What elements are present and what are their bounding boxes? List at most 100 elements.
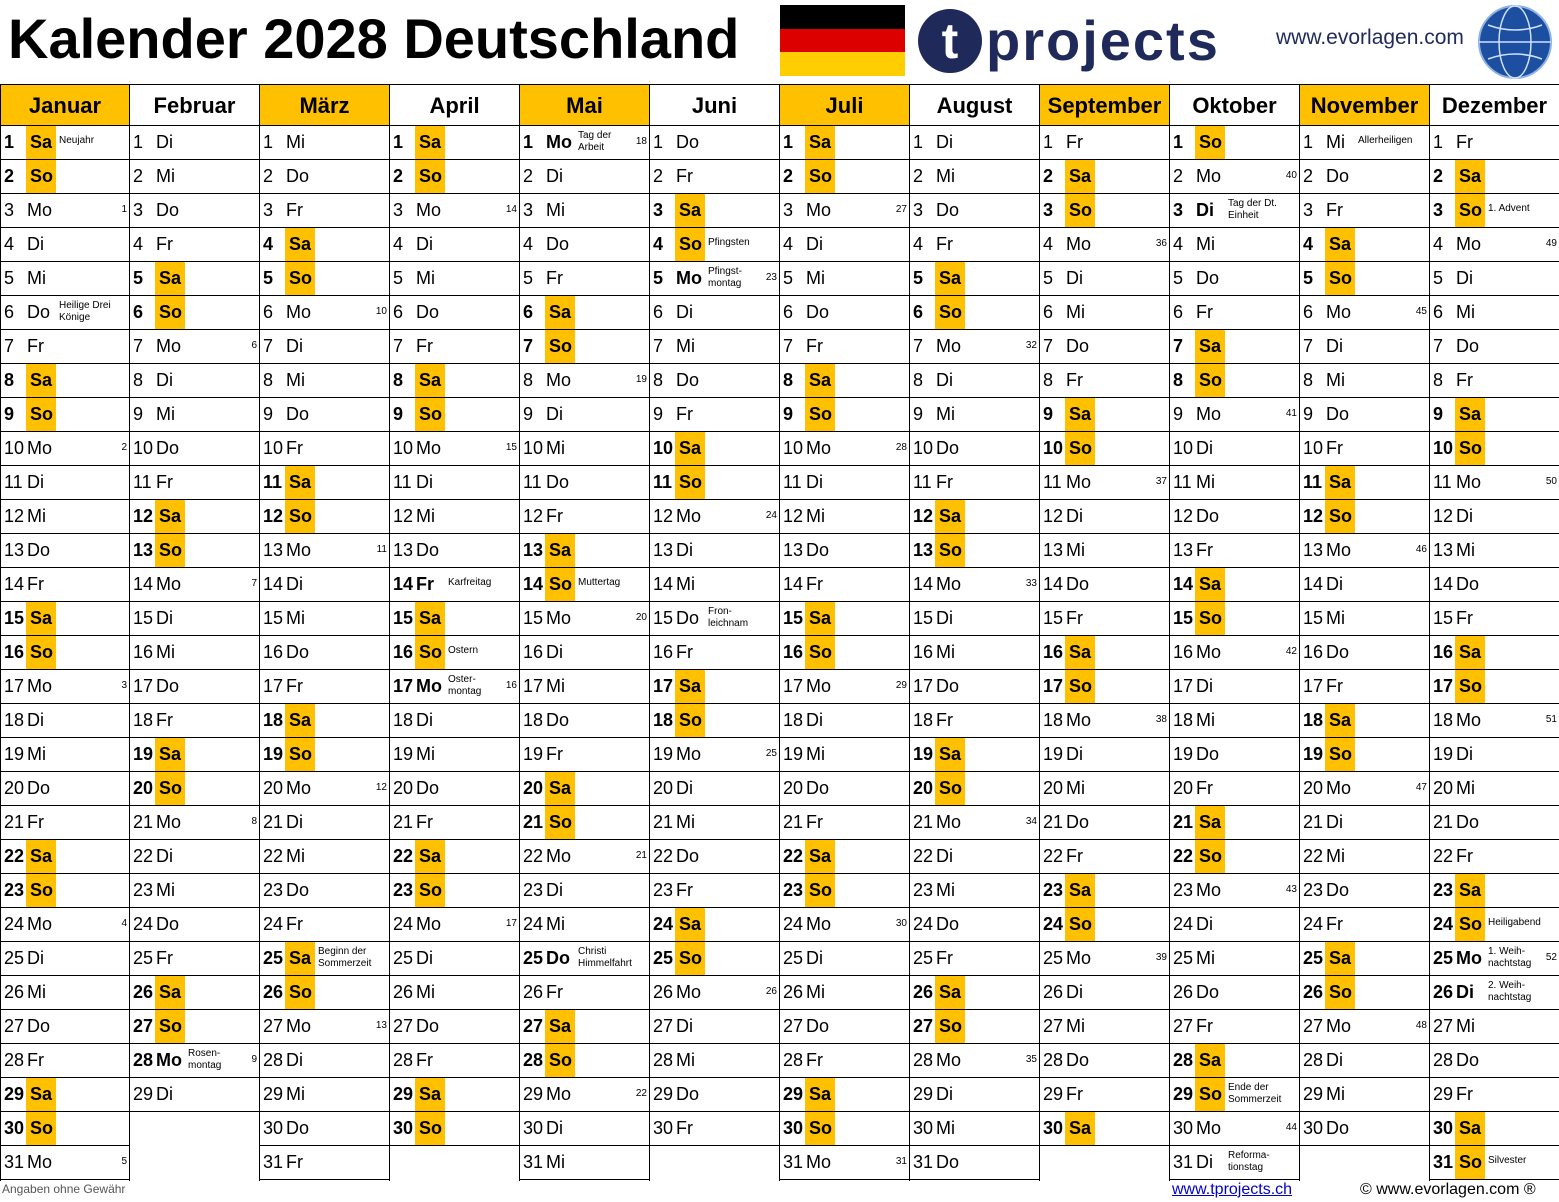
day-cell: 22 So <box>1170 840 1299 874</box>
weekday: Fr <box>416 574 434 594</box>
day-number: 27 <box>653 1016 674 1036</box>
day-number: 4 <box>913 234 924 254</box>
day-number: 2 <box>1043 166 1054 186</box>
day-number: 24 <box>4 914 25 934</box>
weekday: Sa <box>1455 1112 1485 1145</box>
day-number: 15 <box>263 608 284 628</box>
day-cell: 18 Sa <box>260 704 389 738</box>
day-cell: 8 Fr <box>1040 364 1169 398</box>
day-cell: 13 Do <box>390 534 519 568</box>
day-cell: 11 Fr <box>130 466 259 500</box>
site-url[interactable]: www.evorlagen.com <box>1276 26 1464 49</box>
day-number: 6 <box>1303 302 1314 322</box>
month-header: Januar <box>1 84 129 126</box>
day-cell: 26 So <box>1300 976 1429 1010</box>
day-number: 3 <box>393 200 404 220</box>
day-cell: 15 Fr <box>1430 602 1559 636</box>
day-cell: 19 Mi <box>1 738 129 772</box>
day-cell: 7 Do <box>1040 330 1169 364</box>
weekday: Mi <box>936 404 955 424</box>
day-cell: 21 Mo 34 <box>910 806 1039 840</box>
week-number: 4 <box>121 918 127 929</box>
weekday: Mo <box>286 302 312 322</box>
day-number: 1 <box>1173 132 1184 152</box>
weekday: Fr <box>27 1050 44 1070</box>
day-cell: 30 Do <box>260 1112 389 1146</box>
day-cell: 12 Sa <box>910 500 1039 534</box>
day-cell: 1 Mi <box>260 126 389 160</box>
day-number: 25 <box>133 948 154 968</box>
weekday: Do <box>936 914 960 934</box>
day-number: 6 <box>913 302 924 322</box>
day-cell: 15 Mo 20 <box>520 602 649 636</box>
day-number: 13 <box>1043 540 1064 560</box>
weekday: Di <box>156 370 173 390</box>
day-number: 13 <box>133 540 154 560</box>
day-cell: 12 Di <box>1430 500 1559 534</box>
week-number: 35 <box>1025 1054 1037 1065</box>
week-number: 38 <box>1155 714 1167 725</box>
day-cell: 17 Mo Oster- montag 16 <box>390 670 519 704</box>
day-number: 22 <box>1173 846 1194 866</box>
day-cell: 21 Do <box>1040 806 1169 840</box>
day-number: 15 <box>133 608 154 628</box>
day-number: 8 <box>263 370 274 390</box>
weekday: So <box>155 1010 185 1043</box>
day-cell: 15 Fr <box>1040 602 1169 636</box>
day-cell: 17 Fr <box>1300 670 1429 704</box>
week-number: 28 <box>895 442 907 453</box>
weekday: Mo <box>156 336 182 356</box>
weekday: Mo <box>286 778 312 798</box>
day-cell: 8 Di <box>130 364 259 398</box>
day-cell: 11 Di <box>780 466 909 500</box>
day-cell: 24 Fr <box>1300 908 1429 942</box>
day-number: 6 <box>1043 302 1054 322</box>
weekday: Mi <box>1196 234 1215 254</box>
day-cell: 1 Do <box>650 126 779 160</box>
day-number: 3 <box>1173 200 1184 220</box>
day-number: 24 <box>1303 914 1324 934</box>
weekday: Sa <box>935 262 965 295</box>
weekday: Sa <box>1195 568 1225 601</box>
day-number: 10 <box>523 438 544 458</box>
week-number: 19 <box>635 374 647 385</box>
weekday: So <box>1325 262 1355 295</box>
weekday: Mi <box>1326 1084 1345 1104</box>
day-cell: 21 Mi <box>650 806 779 840</box>
day-cell: 2 Sa <box>1040 160 1169 194</box>
weekday: Sa <box>26 364 56 397</box>
weekday: So <box>155 772 185 805</box>
day-cell: 29 Sa <box>390 1078 519 1112</box>
weekday: Mo <box>1066 472 1092 492</box>
week-number: 25 <box>765 748 777 759</box>
day-number: 14 <box>783 574 804 594</box>
day-number: 17 <box>133 676 154 696</box>
weekday: Mi <box>676 574 695 594</box>
day-cell: 18 Di <box>780 704 909 738</box>
day-cell: 4 Di <box>390 228 519 262</box>
day-number: 4 <box>783 234 794 254</box>
weekday: Do <box>286 880 310 900</box>
weekday: Mi <box>286 608 305 628</box>
day-number: 26 <box>263 982 284 1002</box>
day-number: 5 <box>1303 268 1314 288</box>
weekday: Sa <box>26 126 56 159</box>
day-cell: 26 Sa <box>910 976 1039 1010</box>
weekday: So <box>415 874 445 907</box>
day-number: 11 <box>1433 472 1452 492</box>
day-number: 11 <box>1043 472 1062 492</box>
weekday: Mo <box>546 370 572 390</box>
day-number: 6 <box>4 302 15 322</box>
weekday: Mo <box>546 1084 572 1104</box>
weekday: Sa <box>285 942 315 975</box>
day-cell: 14 Mo 33 <box>910 568 1039 602</box>
day-number: 6 <box>523 302 534 322</box>
weekday: Di <box>416 472 433 492</box>
day-cell: 16 Do <box>260 636 389 670</box>
day-number: 15 <box>393 608 414 628</box>
weekday: Sa <box>285 704 315 737</box>
day-cell: 2 So <box>780 160 909 194</box>
tprojects-link[interactable]: www.tprojects.ch <box>1172 1181 1293 1198</box>
day-cell: 25 Mo 39 <box>1040 942 1169 976</box>
weekday: Mo <box>676 744 702 764</box>
